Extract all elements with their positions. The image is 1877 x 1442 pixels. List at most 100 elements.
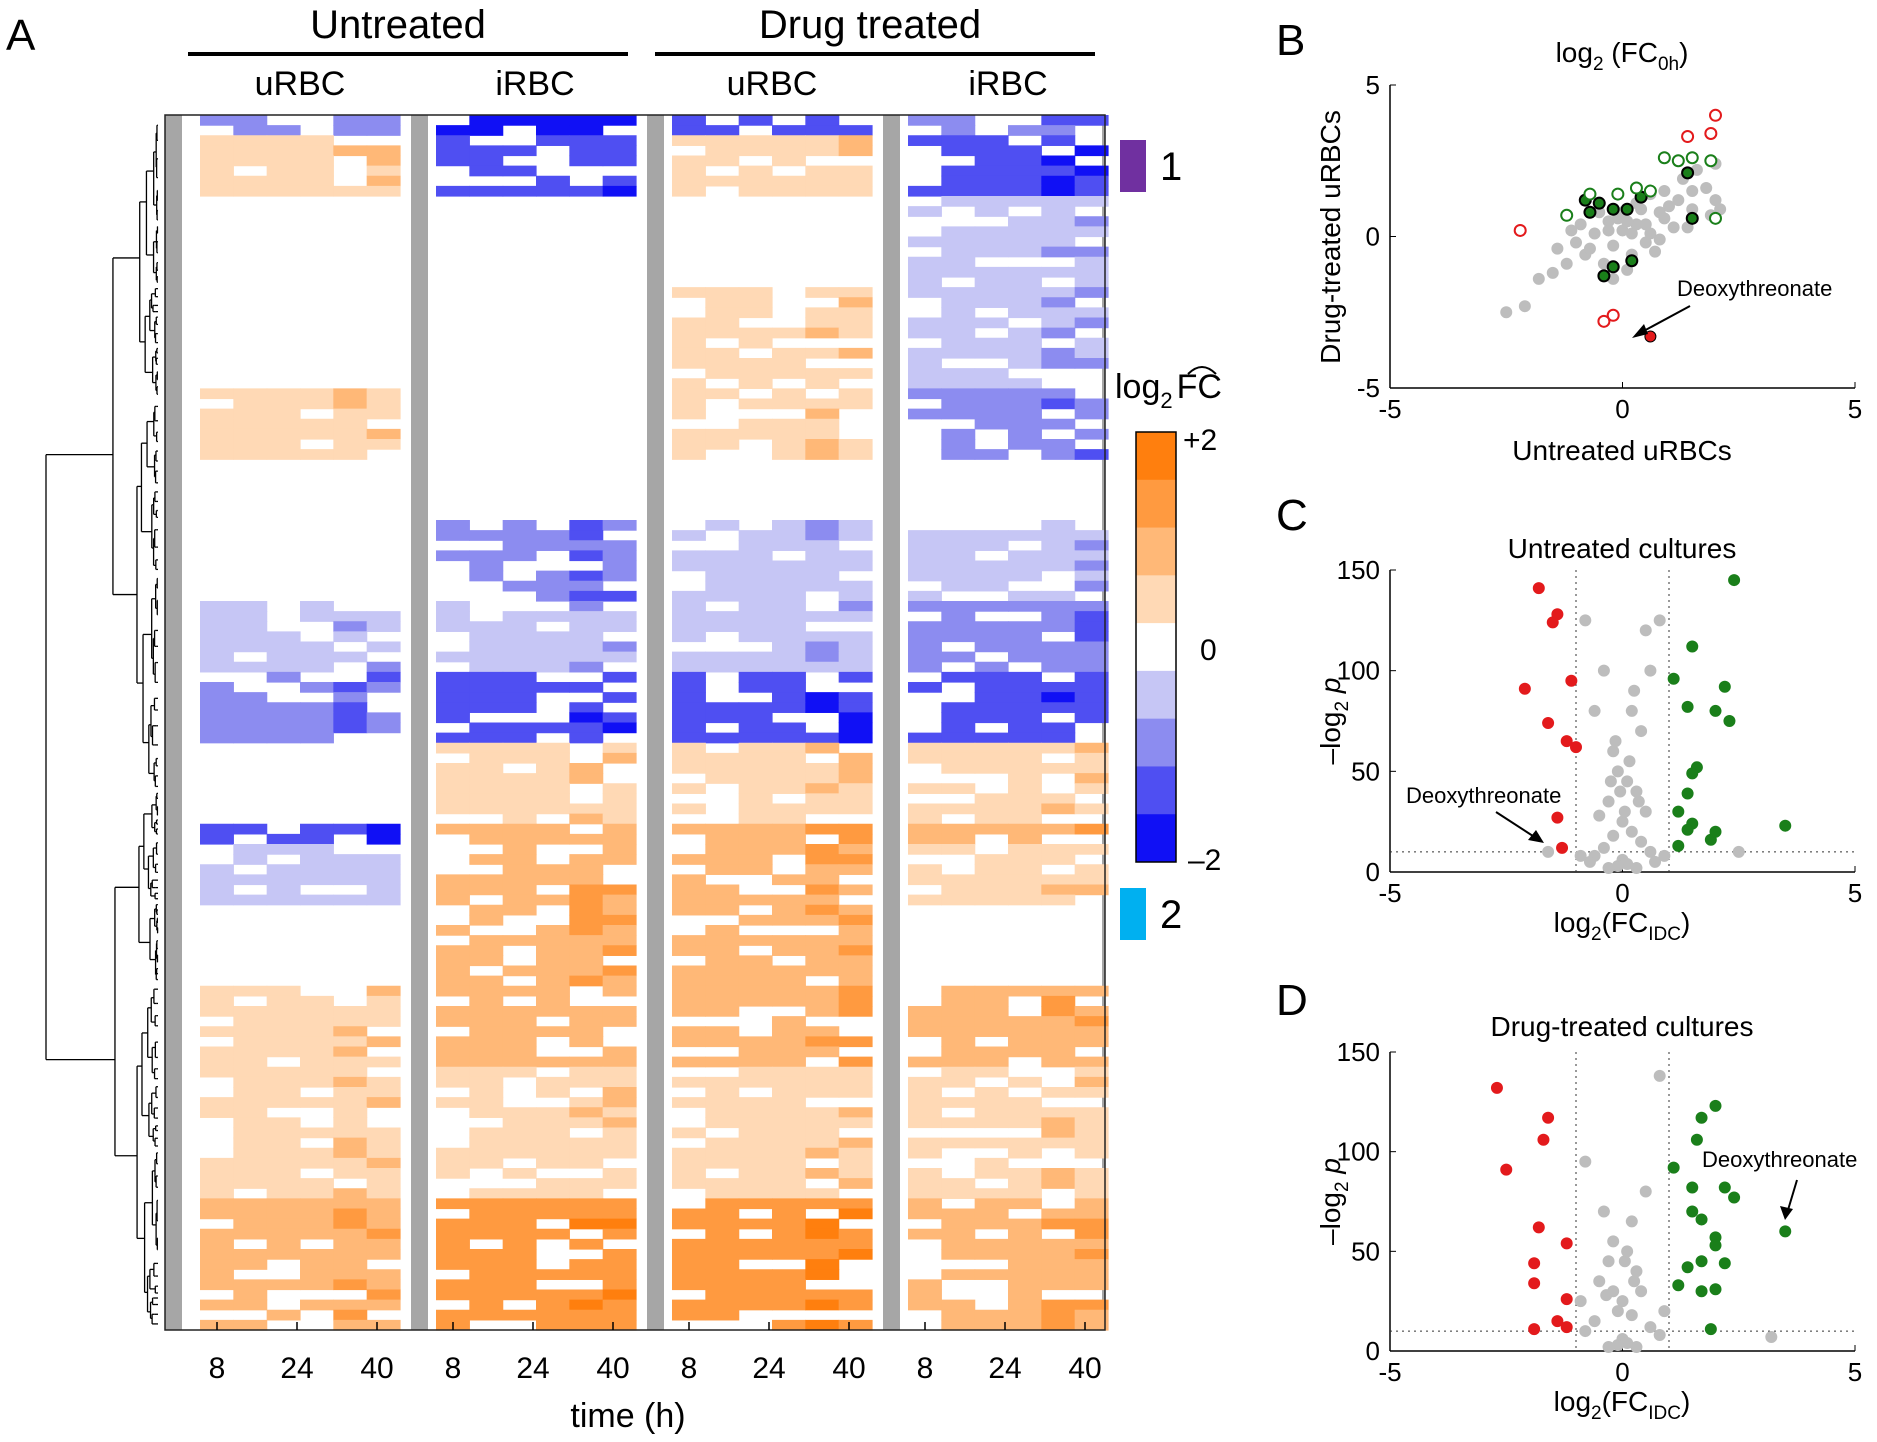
- heatmap-cell: [266, 135, 301, 146]
- data-point-ns: [1625, 704, 1638, 717]
- heatmap-cell: [300, 682, 334, 693]
- data-point-ns: [1602, 861, 1615, 874]
- heatmap-cell: [941, 165, 976, 177]
- heatmap-cell: [672, 530, 706, 541]
- heatmap-cell: [772, 783, 806, 794]
- heatmap-cell: [333, 621, 368, 632]
- heatmap-cell: [602, 1097, 637, 1108]
- heatmap-cell: [941, 408, 976, 420]
- heatmap-cell: [705, 833, 740, 845]
- heatmap-cell: [672, 965, 706, 977]
- heatmap-cell: [569, 854, 604, 865]
- heatmap-cell: [941, 1208, 976, 1220]
- colorbar-segment: [1136, 814, 1176, 863]
- data-point-down: [1537, 1133, 1550, 1146]
- heatmap-cell: [805, 175, 840, 187]
- heatmap-cell: [941, 752, 976, 764]
- heatmap-cell: [333, 1117, 368, 1129]
- heatmap-cell: [436, 955, 470, 967]
- heatmap-cell: [941, 145, 976, 157]
- heatmap-cell: [602, 115, 637, 126]
- heatmap-cell: [941, 722, 976, 734]
- heatmap-cell: [941, 266, 976, 278]
- heatmap-cell: [602, 803, 637, 815]
- heatmap-cell: [266, 712, 301, 724]
- heatmap-cell: [772, 752, 806, 764]
- heatmap-cell: [772, 1299, 806, 1311]
- heatmap-cell: [1074, 611, 1109, 622]
- heatmap-cell: [941, 550, 976, 562]
- heatmap-cell: [602, 145, 637, 157]
- heatmap-cell: [1074, 266, 1109, 278]
- heatmap-cell: [705, 773, 740, 784]
- heatmap-cell: [1008, 894, 1042, 906]
- heatmap-cell: [908, 287, 942, 298]
- heatmap-cell: [233, 449, 268, 460]
- heatmap-cell: [569, 1016, 604, 1027]
- heatmap-cell: [469, 914, 504, 926]
- heatmap-cell: [1074, 1076, 1109, 1088]
- heatmap-cell: [569, 1006, 604, 1017]
- heatmap-cell: [300, 1269, 334, 1280]
- data-point-gray: [1583, 242, 1596, 255]
- heatmap-cell: [233, 1107, 268, 1118]
- heatmap-cell: [1041, 1238, 1076, 1250]
- heatmap-cell: [436, 702, 470, 713]
- heatmap-cell: [266, 145, 301, 157]
- data-point-up: [1718, 1257, 1731, 1270]
- heatmap-cell: [974, 1249, 1009, 1260]
- heatmap-cell: [1008, 1249, 1042, 1260]
- heatmap-cell: [469, 742, 504, 754]
- heatmap-cell: [502, 833, 537, 845]
- heatmap-cell: [705, 823, 740, 835]
- heatmap-cell: [266, 833, 301, 845]
- heatmap-cell: [200, 1097, 234, 1108]
- heatmap-cell: [1041, 1117, 1076, 1129]
- heatmap-cell: [300, 388, 334, 400]
- heatmap-cell: [502, 732, 537, 744]
- heatmap-cell: [805, 327, 840, 339]
- heatmap-cell: [536, 651, 570, 663]
- heatmap-cell: [569, 945, 604, 956]
- heatmap-cell: [1074, 1208, 1109, 1220]
- data-point-up: [1686, 640, 1699, 653]
- heatmap-cell: [738, 1299, 773, 1311]
- heatmap-cell: [333, 388, 368, 400]
- heatmap-cell: [536, 580, 570, 592]
- heatmap-cell: [200, 449, 234, 460]
- heatmap-cell: [536, 1056, 570, 1068]
- heatmap-cell: [469, 621, 504, 632]
- heatmap-cell: [738, 1137, 773, 1149]
- heatmap-cell: [233, 1279, 268, 1291]
- heatmap-cell: [502, 682, 537, 693]
- heatmap-cell: [838, 1087, 873, 1098]
- heatmap-cell: [300, 611, 334, 622]
- heatmap-cell: [436, 520, 470, 531]
- heatmap-cell: [805, 1269, 840, 1280]
- data-point-ns: [1639, 1185, 1652, 1198]
- heatmap-cell: [772, 1178, 806, 1189]
- heatmap-cell: [436, 1228, 470, 1240]
- heatmap-cell: [738, 601, 773, 612]
- heatmap-cell: [705, 1076, 740, 1088]
- heatmap-cell: [838, 864, 873, 875]
- heatmap-cell: [805, 1238, 840, 1250]
- heatmap-cell: [738, 682, 773, 693]
- heatmap-border: [164, 114, 1106, 1331]
- heatmap-cell: [569, 115, 604, 126]
- heatmap-cell: [805, 1188, 840, 1199]
- heatmap-cell: [536, 833, 570, 845]
- heatmap-cell: [300, 449, 334, 460]
- heatmap-cell: [200, 1228, 234, 1240]
- heatmap-cell: [200, 428, 234, 440]
- heatmap-cell: [333, 1259, 368, 1270]
- heatmap-cell: [502, 1208, 537, 1220]
- heatmap-cell: [672, 803, 706, 815]
- heatmap-cell: [738, 661, 773, 673]
- heatmap-cell: [772, 1188, 806, 1199]
- heatmap-cell: [233, 1259, 268, 1270]
- heatmap-cell: [200, 1249, 234, 1260]
- heatmap-cell: [502, 864, 537, 875]
- heatmap-cell: [266, 1127, 301, 1139]
- heatmap-cell: [1074, 145, 1109, 157]
